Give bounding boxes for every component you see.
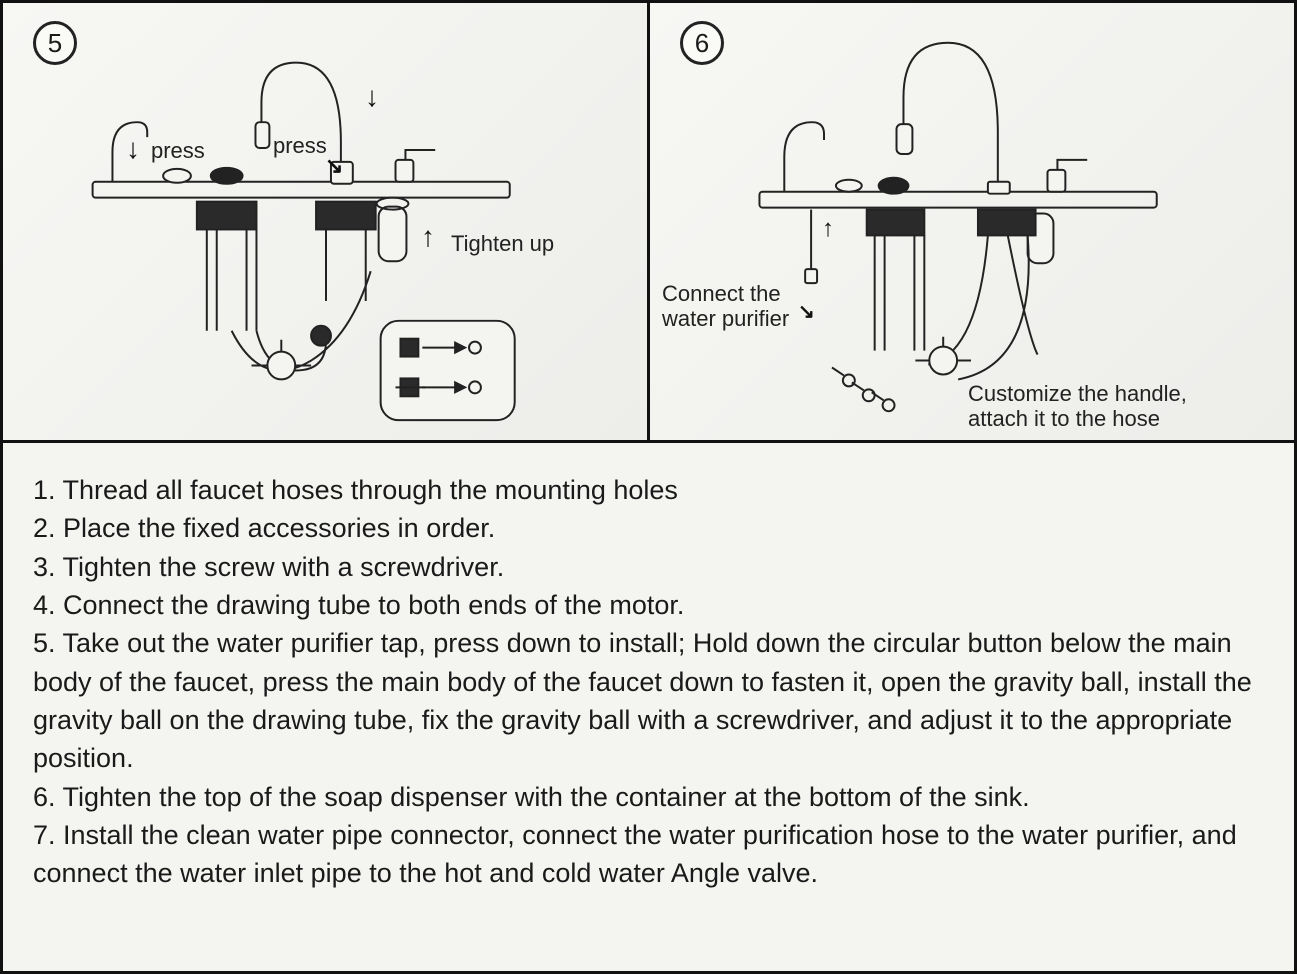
instruction-item: 3. Tighten the screw with a screwdriver. [33, 548, 1264, 586]
arrow-down-icon: ↓ [126, 133, 140, 165]
diagram-6-illustration [650, 3, 1294, 440]
instruction-sheet: 5 [0, 0, 1297, 974]
diagram-row: 5 [3, 3, 1294, 443]
instruction-item: 4. Connect the drawing tube to both ends… [33, 586, 1264, 624]
diagram-5-illustration [3, 3, 647, 440]
instruction-item: 2. Place the fixed accessories in order. [33, 509, 1264, 547]
arrow-up-icon: ↑ [421, 221, 435, 253]
instruction-item: 1. Thread all faucet hoses through the m… [33, 471, 1264, 509]
label-connect-purifier: Connect the water purifier [662, 281, 789, 332]
instruction-item: 5. Take out the water purifier tap, pres… [33, 624, 1264, 777]
label-press-right: press [273, 133, 327, 158]
instruction-item: 6. Tighten the top of the soap dispenser… [33, 778, 1264, 816]
panel-step-6: 6 [647, 3, 1294, 440]
arrow-down-icon: ↓ [365, 81, 379, 113]
instruction-item: 7. Install the clean water pipe connecto… [33, 816, 1264, 893]
label-press-left: press [151, 138, 205, 163]
label-customize-handle: Customize the handle, attach it to the h… [968, 381, 1187, 432]
label-tighten-up: Tighten up [451, 231, 554, 256]
arrow-up-icon: ↑ [822, 215, 834, 243]
arrow-diagonal-icon: ↘ [798, 299, 815, 324]
panel-step-5: 5 [3, 3, 647, 440]
arrow-diagonal-icon: ↘ [325, 153, 343, 179]
instruction-list: 1. Thread all faucet hoses through the m… [3, 443, 1294, 971]
